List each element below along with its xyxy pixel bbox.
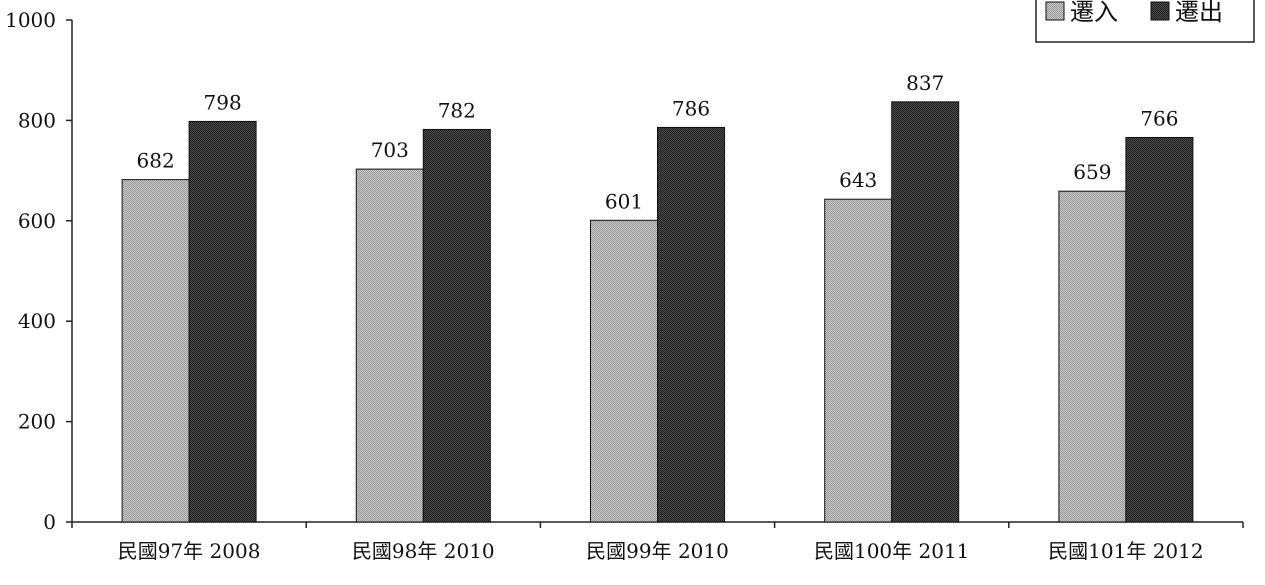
bar-遷出-2 xyxy=(657,126,725,523)
bar-遷出-0 xyxy=(188,120,257,523)
bar-遷入-0 xyxy=(121,179,190,523)
data-label: 786 xyxy=(672,96,710,120)
bar-遷出-3 xyxy=(891,101,960,523)
y-tick-label: 600 xyxy=(18,209,56,233)
legend-swatch xyxy=(1045,1,1065,21)
x-axis-ticks xyxy=(71,522,1244,528)
legend-box xyxy=(1035,0,1255,43)
category-label: 民國98年 2010 xyxy=(352,539,495,563)
data-label: 659 xyxy=(1073,160,1111,184)
bar-遷出-1 xyxy=(422,128,491,523)
bars xyxy=(121,101,1194,523)
data-label: 766 xyxy=(1140,106,1178,130)
y-tick-label: 800 xyxy=(18,108,56,132)
y-tick-label: 1000 xyxy=(5,8,56,32)
bar-遷入-3 xyxy=(824,198,893,523)
y-tick-label: 0 xyxy=(43,510,56,534)
legend-swatch xyxy=(1150,1,1170,21)
bar-遷入-2 xyxy=(590,219,658,523)
legend-label: 遷入 xyxy=(1070,0,1118,26)
data-label: 601 xyxy=(605,189,643,213)
data-label: 837 xyxy=(906,71,944,95)
category-label: 民國99年 2010 xyxy=(586,539,729,563)
category-labels: 民國97年 2008 民國98年 2010 民國99年 2010 民國100年 201… xyxy=(118,539,1204,563)
y-tick-label: 200 xyxy=(18,410,56,434)
bar-遷入-1 xyxy=(355,168,424,523)
data-label: 798 xyxy=(204,90,242,114)
legend: 遷入 遷出 xyxy=(1035,0,1255,43)
legend-label: 遷出 xyxy=(1175,0,1223,26)
data-label: 703 xyxy=(371,138,409,162)
data-label: 643 xyxy=(839,168,877,192)
data-label: 782 xyxy=(438,98,476,122)
bar-遷入-4 xyxy=(1058,190,1127,523)
category-label: 民國101年 2012 xyxy=(1048,539,1203,563)
data-labels: 682 798 703 782 601 786 643 837 659 766 xyxy=(137,71,1179,213)
category-label: 民國97年 2008 xyxy=(118,539,261,563)
bar-遷出-4 xyxy=(1125,136,1194,523)
y-axis-ticks: 0 200 400 600 800 1000 xyxy=(5,8,72,534)
data-label: 682 xyxy=(137,149,175,173)
category-label: 民國100年 2011 xyxy=(814,539,969,563)
y-tick-label: 400 xyxy=(18,309,56,333)
